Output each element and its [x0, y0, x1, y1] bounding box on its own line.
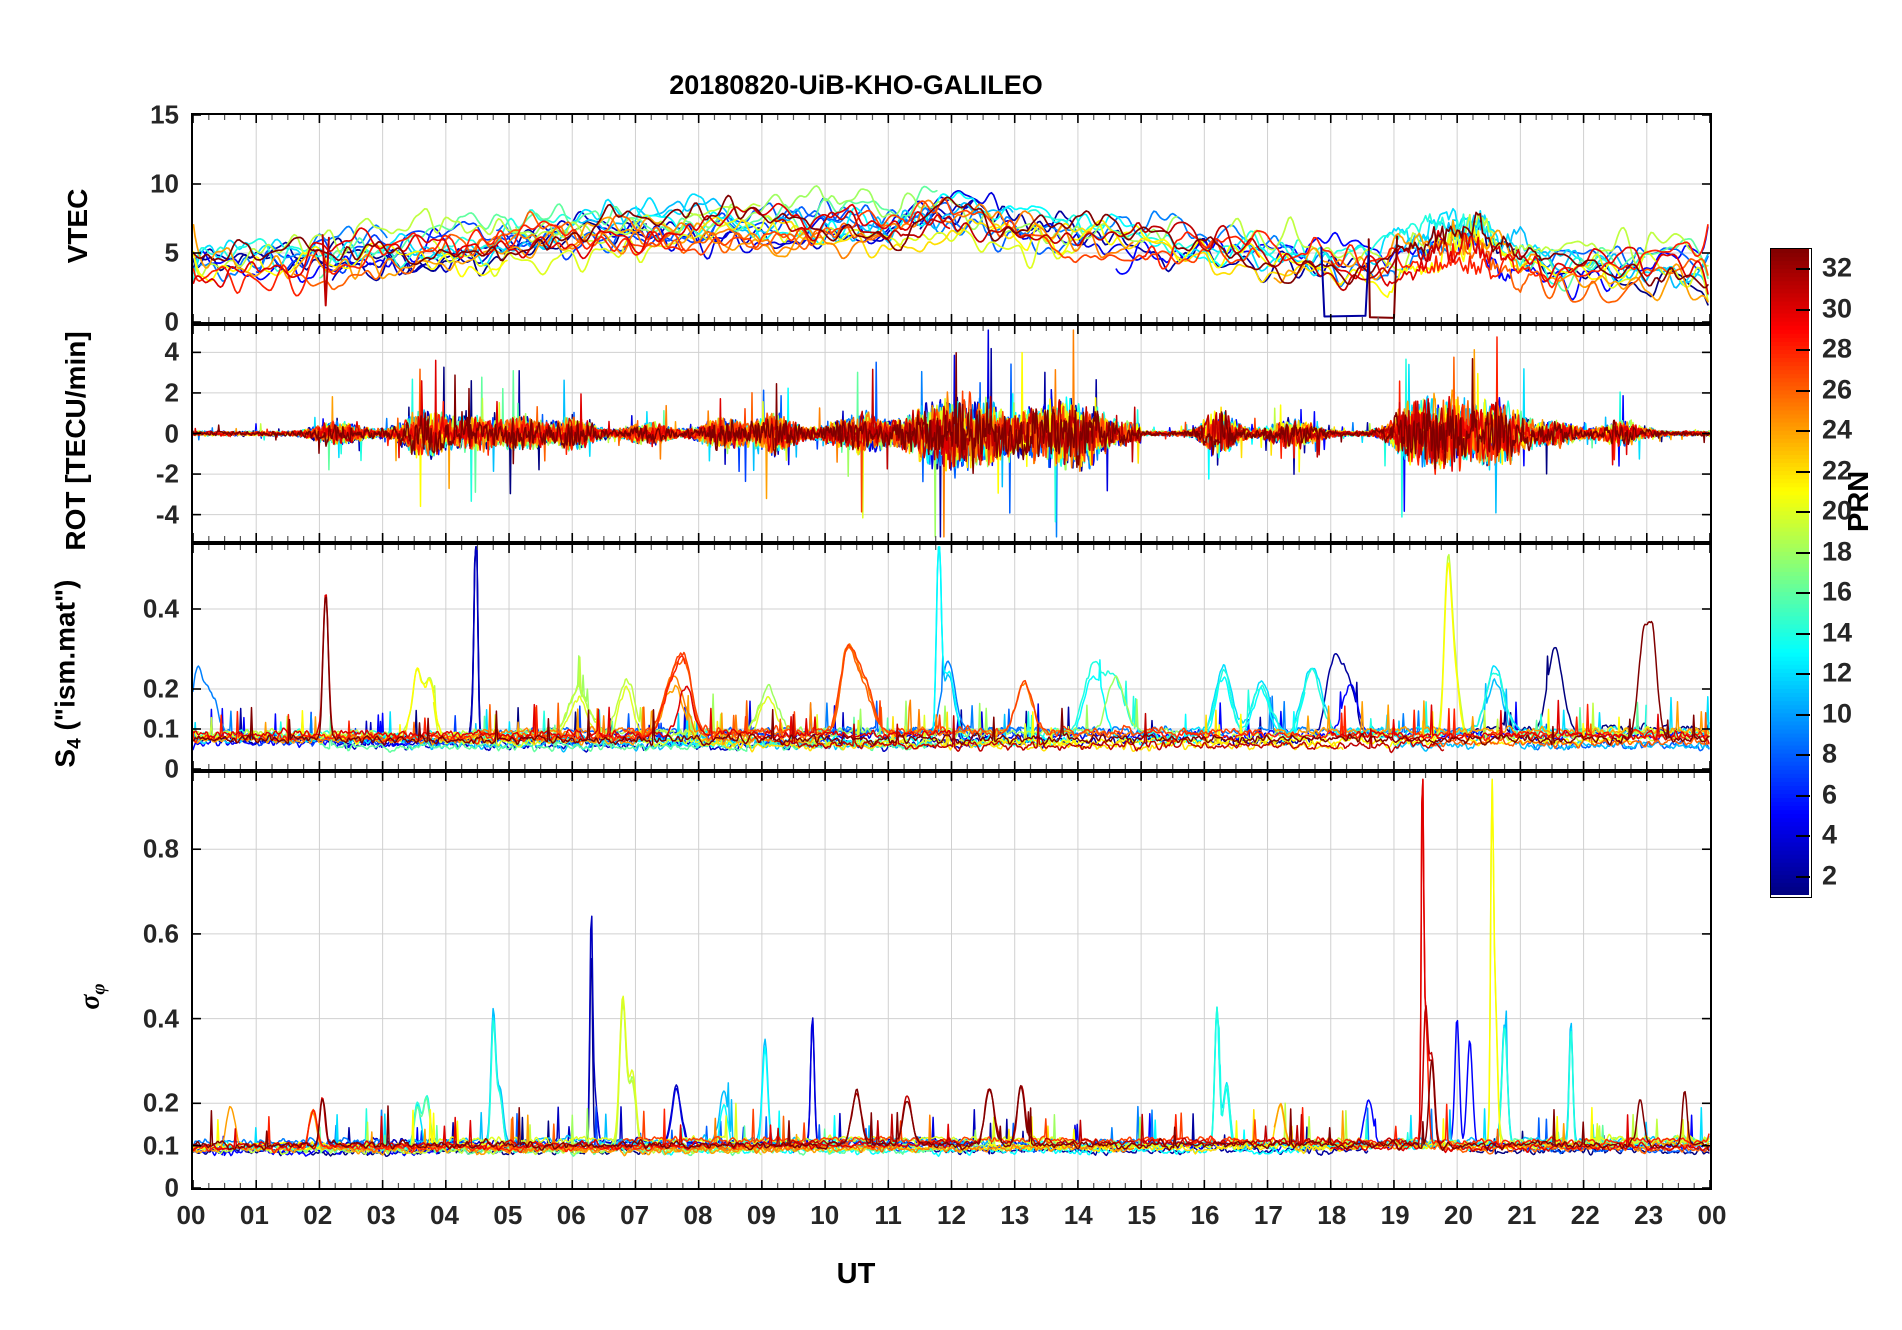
colorbar-tickmark-10 — [1796, 713, 1810, 716]
colorbar-tick-20: 20 — [1822, 495, 1853, 526]
ytick-rot-2: 2 — [164, 377, 179, 408]
ytick-sig-0p2: 0.2 — [142, 1087, 179, 1118]
ytick-s4-0p1: 0.1 — [142, 713, 179, 744]
colorbar — [1770, 248, 1812, 898]
colorbar-tick-18: 18 — [1822, 536, 1853, 567]
colorbar-tick-10: 10 — [1822, 698, 1853, 729]
colorbar-tickmark-24 — [1796, 430, 1810, 433]
colorbar-tick-28: 28 — [1822, 333, 1853, 364]
xtick-9: 09 — [746, 1200, 776, 1230]
colorbar-tick-16: 16 — [1822, 576, 1853, 607]
xtick-5: 05 — [493, 1200, 523, 1230]
figure-title: 20180820-UiB-KHO-GALILEO — [669, 70, 1043, 100]
ytick-sig-0p8: 0.8 — [142, 833, 179, 864]
colorbar-tick-32: 32 — [1822, 252, 1853, 283]
ytick-sig-0p1: 0.1 — [142, 1130, 179, 1161]
xtick-24: 00 — [1697, 1200, 1727, 1230]
xtick-7: 07 — [620, 1200, 650, 1230]
colorbar-tick-24: 24 — [1822, 414, 1853, 445]
xtick-18: 18 — [1317, 1200, 1347, 1230]
xtick-1: 01 — [239, 1200, 269, 1230]
xtick-22: 22 — [1570, 1200, 1600, 1230]
colorbar-tickmark-12 — [1796, 673, 1810, 676]
ytick-s4-0p4: 0.4 — [142, 593, 179, 624]
ytick-sig-0p4: 0.4 — [142, 1003, 179, 1034]
colorbar-tickmark-20 — [1796, 511, 1810, 514]
ytick-sig-0: 0 — [164, 1172, 179, 1203]
ytick-s4-0p2: 0.2 — [142, 673, 179, 704]
colorbar-tickmark-2 — [1796, 875, 1810, 878]
colorbar-tick-4: 4 — [1822, 819, 1838, 850]
ytick-rot-neg4: -4 — [155, 499, 179, 530]
colorbar-tick-26: 26 — [1822, 374, 1853, 405]
ytick-s4-0: 0 — [164, 753, 179, 784]
colorbar-tickmark-28 — [1796, 349, 1810, 352]
panel-vtec — [191, 113, 1712, 324]
xtick-2: 02 — [303, 1200, 333, 1230]
colorbar-tickmark-4 — [1796, 835, 1810, 838]
xtick-8: 08 — [683, 1200, 713, 1230]
colorbar-tickmark-26 — [1796, 389, 1810, 392]
colorbar-tickmark-6 — [1796, 794, 1810, 797]
ytick-rot-0: 0 — [164, 418, 179, 448]
ytick-vtec-10: 10 — [150, 168, 179, 199]
colorbar-tickmark-8 — [1796, 754, 1810, 757]
panel-s4-ylabel: S4 ("ism.mat") — [49, 579, 86, 768]
ytick-vtec-15: 15 — [150, 99, 179, 130]
xtick-20: 20 — [1444, 1200, 1473, 1230]
ytick-vtec-5: 5 — [164, 237, 179, 268]
xtick-6: 06 — [556, 1200, 586, 1230]
xtick-19: 19 — [1380, 1200, 1410, 1230]
colorbar-tick-14: 14 — [1822, 617, 1853, 648]
xtick-0: 00 — [176, 1200, 206, 1230]
colorbar-tickmark-30 — [1796, 308, 1810, 311]
colorbar-tickmark-16 — [1796, 592, 1810, 595]
colorbar-tick-2: 2 — [1822, 860, 1838, 891]
xtick-23: 23 — [1634, 1200, 1664, 1230]
panel-sigma-phi — [191, 771, 1712, 1190]
colorbar-tick-12: 12 — [1822, 657, 1853, 688]
colorbar-tick-22: 22 — [1822, 455, 1853, 486]
colorbar-tick-8: 8 — [1822, 738, 1838, 769]
colorbar-tickmark-22 — [1796, 470, 1810, 473]
panel-sigma-phi-ylabel: σφ — [74, 983, 110, 1010]
xtick-15: 15 — [1127, 1200, 1157, 1230]
colorbar-tickmark-14 — [1796, 632, 1810, 635]
ytick-sig-0p6: 0.6 — [142, 918, 179, 949]
ytick-vtec-0: 0 — [164, 306, 179, 337]
colorbar-tick-30: 30 — [1822, 293, 1853, 324]
xtick-13: 13 — [1000, 1200, 1030, 1230]
panel-rot — [191, 324, 1712, 543]
colorbar-tickmark-18 — [1796, 551, 1810, 554]
xtick-10: 10 — [810, 1200, 840, 1230]
ytick-rot-neg2: -2 — [155, 458, 179, 489]
colorbar-tickmark-32 — [1796, 268, 1810, 271]
ytick-rot-4: 4 — [164, 336, 179, 367]
colorbar-tick-6: 6 — [1822, 779, 1838, 810]
xtick-4: 04 — [430, 1200, 459, 1230]
xaxis-title: UT — [836, 1258, 876, 1290]
xtick-11: 11 — [874, 1200, 902, 1230]
xtick-3: 03 — [366, 1200, 396, 1230]
xtick-16: 16 — [1190, 1200, 1220, 1230]
panel-s4 — [191, 543, 1712, 771]
xtick-14: 14 — [1063, 1200, 1093, 1230]
xtick-17: 17 — [1253, 1200, 1283, 1230]
xtick-21: 21 — [1507, 1200, 1537, 1230]
xtick-12: 12 — [937, 1200, 966, 1230]
